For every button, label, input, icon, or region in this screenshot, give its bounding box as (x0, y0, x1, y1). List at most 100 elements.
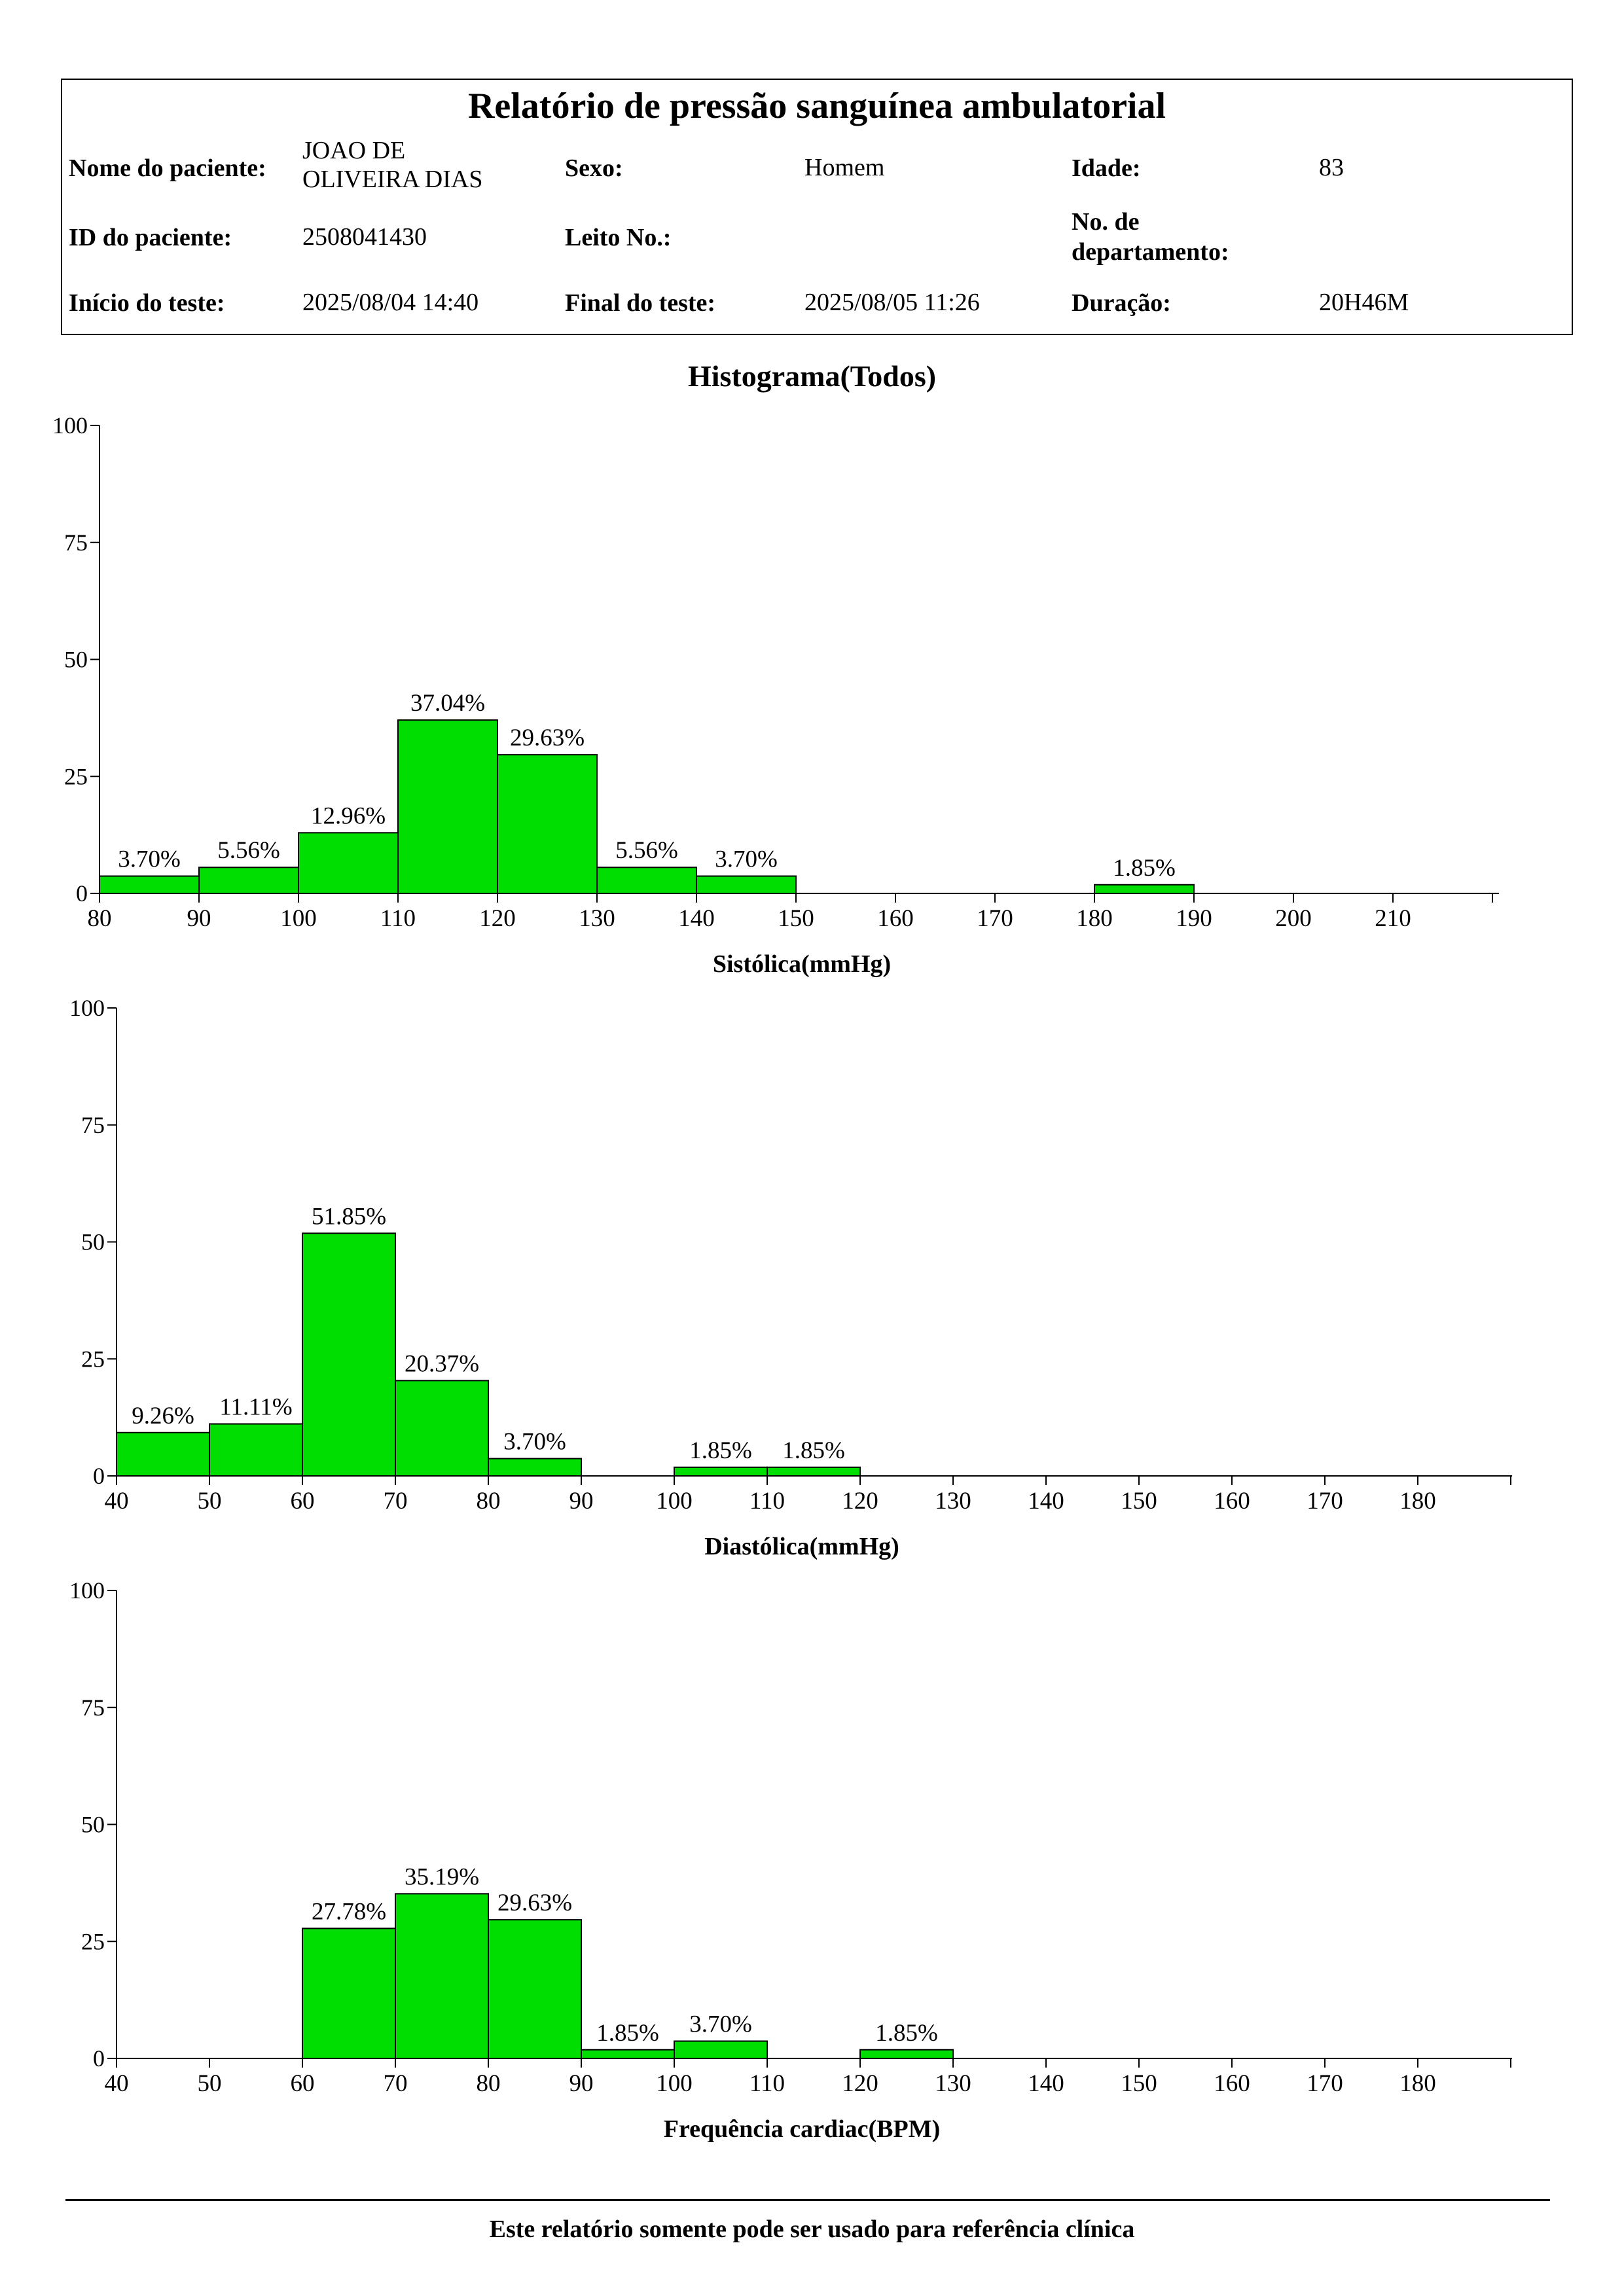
bar-value-label: 20.37% (405, 1350, 479, 1377)
y-tick-label: 25 (81, 1346, 105, 1372)
x-tick-label: 160 (1214, 1488, 1250, 1515)
y-tick-label: 100 (69, 995, 105, 1021)
x-tick-label: 40 (105, 2070, 129, 2097)
histogram-bar (116, 1431, 210, 1477)
x-tick-label: 190 (1176, 905, 1212, 932)
duration-value: 20H46M (1319, 289, 1409, 316)
bar-value-label: 3.70% (503, 1429, 566, 1456)
department-no-label: No. de departamento: (1072, 208, 1229, 266)
test-end-label: Final do teste: (565, 289, 716, 317)
histogram-bar (488, 1458, 582, 1477)
y-tick-label: 75 (81, 1112, 105, 1138)
bar-value-label: 5.56% (615, 837, 678, 864)
bar-value-label: 51.85% (312, 1203, 386, 1230)
histogram-bar (1094, 884, 1195, 895)
x-tick-label: 50 (198, 2070, 222, 2097)
histogram-bar (395, 1893, 489, 2060)
bar-value-label: 3.70% (118, 846, 181, 873)
bar-value-label: 5.56% (217, 837, 280, 864)
x-tick-label: 100 (656, 2070, 693, 2097)
y-tick-label: 25 (64, 763, 88, 789)
x-tick-label: 140 (1028, 2070, 1064, 2097)
patient-name-value: JOAO DE OLIVEIRA DIAS (302, 137, 483, 193)
y-tick-label: 75 (81, 1695, 105, 1721)
test-end-value: 2025/08/05 11:26 (804, 289, 980, 316)
histogram-bar (596, 867, 697, 894)
x-tick-label: 70 (384, 1488, 408, 1515)
y-tick-label: 25 (81, 1928, 105, 1954)
x-tick-label: 60 (291, 2070, 315, 2097)
x-tick-label: 80 (88, 905, 112, 932)
duration-label: Duração: (1072, 289, 1171, 317)
test-start-value: 2025/08/04 14:40 (302, 289, 479, 316)
histogram-bar (302, 1928, 396, 2059)
x-tick-label: 110 (749, 2070, 785, 2097)
bar-value-label: 9.26% (132, 1403, 194, 1429)
histogram-bar (198, 867, 299, 894)
x-tick-label: 140 (678, 905, 715, 932)
x-tick-label: 180 (1399, 1488, 1436, 1515)
x-tick-label: 130 (579, 905, 615, 932)
x-tick-label: 210 (1375, 905, 1411, 932)
histogram-bar (497, 754, 598, 895)
x-tick-label: 90 (569, 1488, 594, 1515)
y-tick-label: 75 (64, 529, 88, 556)
y-tick-label: 0 (93, 2045, 105, 2072)
x-axis-label: Frequência cardiac(BPM) (664, 2115, 940, 2143)
histogram-bar (696, 875, 797, 894)
histogram-bar (302, 1232, 396, 1477)
x-tick-label: 110 (380, 905, 416, 932)
x-tick-label: 70 (384, 2070, 408, 2097)
patient-id-value: 2508041430 (302, 223, 427, 251)
bar-value-label: 1.85% (782, 1437, 845, 1464)
x-tick-label: 140 (1028, 1488, 1064, 1515)
patient-id-label: ID do paciente: (69, 224, 232, 251)
histogram-bar (488, 1919, 582, 2060)
x-tick-label: 110 (749, 1488, 785, 1515)
x-tick-label: 130 (935, 2070, 971, 2097)
histogram-bar (674, 1466, 768, 1477)
x-axis-label: Diastólica(mmHg) (704, 1533, 899, 1560)
x-tick-label: 80 (477, 2070, 501, 2097)
x-tick-label: 170 (1307, 1488, 1343, 1515)
bar-value-label: 1.85% (875, 2020, 938, 2047)
x-tick-label: 180 (1399, 2070, 1436, 2097)
report-title: Relatório de pressão sanguínea ambulator… (467, 86, 1166, 126)
x-axis-label: Sistólica(mmHg) (713, 950, 891, 978)
x-tick-label: 170 (977, 905, 1013, 932)
bar-value-label: 37.04% (410, 690, 485, 717)
x-tick-label: 100 (280, 905, 317, 932)
x-tick-label: 150 (1121, 1488, 1157, 1515)
y-tick-label: 0 (76, 880, 88, 906)
histogram-bar (859, 2049, 954, 2060)
x-tick-label: 160 (877, 905, 914, 932)
footer-divider (65, 2199, 1550, 2201)
bar-value-label: 29.63% (497, 1890, 572, 1916)
footer-note: Este relatório somente pode ser usado pa… (489, 2215, 1135, 2243)
histogram-bar (674, 2040, 768, 2059)
bar-value-label: 1.85% (689, 1437, 752, 1464)
patient-name-label: Nome do paciente: (69, 154, 266, 182)
x-tick-label: 120 (842, 2070, 878, 2097)
systolic-histogram: 3.70% 5.56% 12.96% 37.04% 29.63% 5.56% 3.70% 1.… (52, 412, 1499, 978)
y-tick-label: 50 (81, 1229, 105, 1255)
histogram-bar (209, 1423, 303, 1477)
histogram-title: Histograma(Todos) (687, 359, 937, 393)
x-tick-label: 130 (935, 1488, 971, 1515)
y-tick-label: 0 (93, 1463, 105, 1489)
histogram-bar (767, 1466, 861, 1477)
heart-rate-histogram: 27.78% 35.19% 29.63% 1.85% 3.70% 1.85% 0 25 50 75… (69, 1577, 1512, 2143)
x-tick-label: 200 (1275, 905, 1312, 932)
x-tick-label: 100 (656, 1488, 693, 1515)
bar-value-label: 3.70% (715, 846, 778, 873)
report-header: Relatório de pressão sanguínea ambulator… (61, 79, 1573, 335)
histogram-bar (99, 875, 200, 894)
bar-value-label: 35.19% (405, 1863, 479, 1890)
histogram-bar (397, 719, 498, 894)
y-tick-label: 50 (81, 1812, 105, 1838)
bar-value-label: 1.85% (1113, 855, 1176, 882)
bar-value-label: 1.85% (596, 2020, 659, 2047)
age-value: 83 (1319, 154, 1344, 181)
age-label: Idade: (1072, 154, 1141, 182)
y-tick-label: 100 (69, 1577, 105, 1604)
